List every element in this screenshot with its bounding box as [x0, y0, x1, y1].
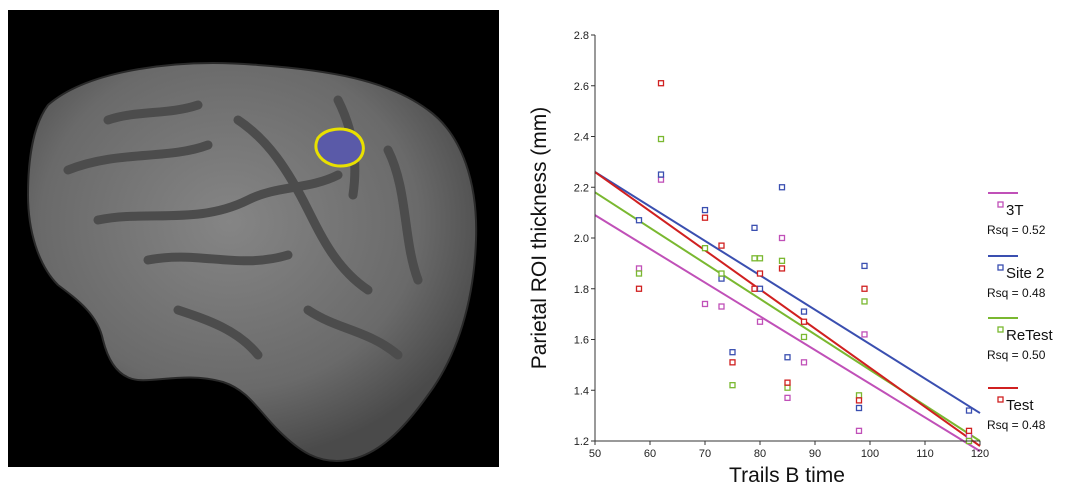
data-point-series-1	[778, 184, 786, 191]
x-tick-label: 70	[699, 448, 711, 460]
data-point-series-2	[701, 244, 709, 252]
data-point-series-2	[800, 333, 808, 341]
data-point-series-0	[635, 265, 643, 272]
data-point-series-1	[784, 354, 791, 361]
y-tick-label: 1.6	[574, 335, 589, 347]
data-point-series-1	[751, 224, 758, 232]
y-ticks: 1.2 1.4 1.6 1.8 2.0 2.2 2.4 2.6 2.8	[574, 30, 595, 448]
data-point-series-3	[635, 285, 643, 292]
legend-label-series-0: 3T	[1006, 202, 1024, 219]
x-ticks: 50 60 70 80 90 100 110 120	[589, 441, 989, 460]
data-point-series-0	[657, 176, 665, 183]
y-tick-label: 2.0	[574, 233, 589, 245]
legend-label-series-3: Test	[1006, 397, 1034, 414]
data-point-series-3	[855, 397, 863, 404]
data-point-series-0	[800, 359, 808, 366]
x-tick-label: 100	[861, 448, 879, 460]
legend-marker-series-1	[997, 264, 1004, 271]
legend-marker-series-2	[997, 326, 1004, 333]
data-point-series-3	[718, 242, 725, 249]
y-tick-label: 2.8	[574, 30, 589, 42]
data-point-series-2	[635, 270, 643, 277]
data-point-series-3	[729, 359, 736, 366]
data-point-series-1	[729, 349, 736, 356]
fit-line-series-0	[594, 214, 981, 453]
cortex-surface-image	[8, 10, 499, 467]
data-point-series-2	[718, 270, 725, 277]
data-point-series-0	[756, 318, 764, 325]
data-point-series-3	[800, 318, 808, 325]
legend-rsq-series-0: Rsq = 0.52	[987, 223, 1046, 237]
cortex-surface-drawing	[26, 62, 478, 462]
data-point-series-3	[701, 214, 709, 221]
x-tick-label: 90	[809, 448, 821, 460]
legend-label-series-1: Site 2	[1006, 265, 1044, 282]
data-point-series-1	[657, 171, 665, 178]
data-point-series-1	[800, 308, 808, 315]
data-point-series-1	[635, 217, 643, 224]
data-point-series-2	[756, 255, 764, 262]
y-tick-label: 1.4	[574, 385, 589, 397]
data-point-series-2	[751, 255, 758, 262]
data-point-series-1	[756, 285, 764, 292]
x-tick-label: 50	[589, 448, 601, 460]
legend: 3T Rsq = 0.52 Site 2 Rsq = 0.48 ReTest Rsq = …	[987, 192, 1054, 432]
data-point-series-2	[784, 384, 791, 391]
data-point-series-2	[729, 382, 736, 389]
data-point-series-3	[784, 379, 791, 386]
y-tick-label: 2.2	[574, 182, 589, 194]
y-tick-label: 1.8	[574, 284, 589, 296]
data-point-series-0	[701, 300, 709, 308]
data-point-series-1	[861, 262, 868, 270]
data-point-series-1	[718, 275, 725, 282]
data-point-series-2	[855, 392, 863, 399]
legend-rsq-series-3: Rsq = 0.48	[987, 418, 1046, 432]
legend-marker-series-3	[997, 396, 1004, 403]
data-point-series-0	[784, 394, 791, 402]
legend-rsq-series-2: Rsq = 0.50	[987, 348, 1046, 362]
data-point-series-0	[965, 432, 973, 440]
data-point-series-3	[861, 285, 868, 292]
x-tick-label: 110	[916, 448, 934, 460]
data-point-series-0	[778, 234, 786, 242]
data-point-series-0	[718, 303, 725, 310]
data-point-series-3	[756, 270, 764, 277]
x-tick-label: 60	[644, 448, 656, 460]
data-point-series-1	[965, 407, 973, 414]
data-point-series-3	[751, 285, 758, 292]
fit-line-series-2	[594, 191, 981, 442]
data-point-series-1	[855, 404, 863, 412]
data-point-series-0	[861, 331, 868, 338]
data-point-series-2	[861, 298, 868, 305]
fit-line-series-3	[594, 171, 981, 447]
sulci	[63, 95, 423, 360]
y-tick-label: 2.6	[574, 81, 589, 93]
y-axis-title: Parietal ROI thickness (mm)	[528, 107, 551, 370]
scatter-chart: 50 60 70 80 90 100 110 120 1.2 1.4 1.6 1.8 2.0 2.2 2.…	[528, 30, 1054, 487]
x-axis-title: Trails B time	[729, 464, 845, 487]
y-tick-label: 1.2	[574, 436, 589, 448]
data-point-series-3	[965, 427, 973, 435]
data-point-series-0	[855, 427, 863, 435]
data-point-series-3	[778, 265, 786, 272]
legend-label-series-2: ReTest	[1006, 327, 1054, 344]
x-tick-label: 120	[971, 448, 989, 460]
legend-rsq-series-1: Rsq = 0.48	[987, 286, 1046, 300]
roi-region	[314, 127, 365, 168]
data-point-series-3	[657, 80, 665, 87]
data-point-series-1	[701, 206, 709, 214]
y-tick-label: 2.4	[574, 132, 589, 144]
plot-area	[594, 80, 981, 453]
legend-marker-series-0	[997, 201, 1004, 208]
data-point-series-2	[657, 135, 665, 143]
fit-line-series-1	[594, 171, 981, 414]
x-tick-label: 80	[754, 448, 766, 460]
data-point-series-2	[778, 257, 786, 264]
